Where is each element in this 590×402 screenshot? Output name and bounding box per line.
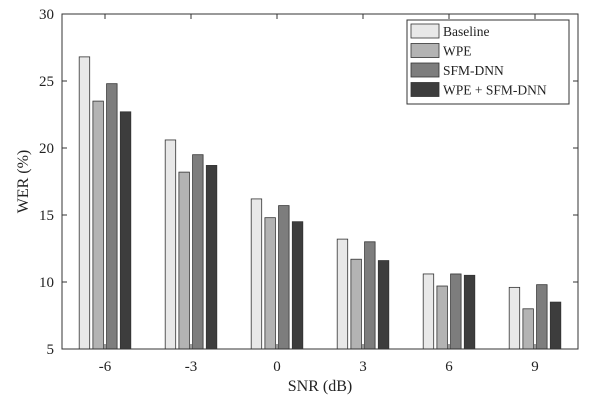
legend-swatch-sfm-dnn <box>410 62 440 78</box>
bar-sfm-dnn--6 <box>106 83 118 350</box>
bar-wpe-6 <box>436 285 448 350</box>
bar-baseline-6 <box>422 273 435 350</box>
y-axis-ticks: 5 10 15 20 25 30 <box>39 7 578 358</box>
y-tick-label: 5 <box>47 342 55 358</box>
bar-sfm-dnn-6 <box>450 273 462 350</box>
y-tick-label: 15 <box>39 208 54 224</box>
x-tick-label: -3 <box>185 359 198 375</box>
legend-label: SFM-DNN <box>443 63 504 78</box>
legend-swatch-wpe-sfm-dnn <box>410 82 440 97</box>
bar-baseline-0 <box>250 198 263 350</box>
legend: Baseline WPE SFM-DNN WPE + SFM-DNN <box>406 19 570 105</box>
legend-label: WPE <box>443 44 472 59</box>
bar-wpe--3 <box>178 171 190 350</box>
bars <box>78 56 562 350</box>
bar-baseline-3 <box>336 238 349 350</box>
y-tick-label: 25 <box>39 74 54 90</box>
bar-wpe-sfm-dnn--6 <box>119 111 132 350</box>
bar-wpe-sfm-dnn-0 <box>291 221 304 350</box>
bar-baseline--3 <box>164 139 177 350</box>
y-axis-label: WER (%) <box>15 150 32 214</box>
bar-sfm-dnn--3 <box>192 154 204 350</box>
y-tick-label: 20 <box>39 141 54 157</box>
bar-wpe-sfm-dnn--3 <box>205 165 218 350</box>
bar-wpe-sfm-dnn-3 <box>377 260 390 350</box>
bar-sfm-dnn-9 <box>536 284 548 350</box>
bar-wpe-9 <box>522 308 534 350</box>
bar-wpe--6 <box>92 100 104 350</box>
x-axis-ticks: -6 -3 0 3 6 9 <box>99 14 539 375</box>
x-tick-label: 6 <box>445 359 453 375</box>
bar-baseline-9 <box>508 286 521 350</box>
legend-swatch-baseline <box>410 23 440 39</box>
y-tick-label: 30 <box>39 7 54 23</box>
x-tick-label: 9 <box>531 359 539 375</box>
bar-wpe-sfm-dnn-9 <box>549 301 562 350</box>
x-tick-label: 3 <box>359 359 367 375</box>
bar-wpe-sfm-dnn-6 <box>463 274 476 350</box>
bar-wpe-0 <box>264 217 276 350</box>
plot-area-frame <box>61 13 579 350</box>
legend-label: Baseline <box>443 24 490 39</box>
legend-swatch-wpe <box>410 43 440 58</box>
x-tick-label: 0 <box>273 359 281 375</box>
bar-baseline--6 <box>78 56 91 350</box>
bar-wpe-3 <box>350 258 362 350</box>
x-axis-label: SNR (dB) <box>288 378 352 395</box>
y-tick-label: 10 <box>39 275 54 291</box>
x-tick-label: -6 <box>99 359 112 375</box>
legend-label: WPE + SFM-DNN <box>443 83 547 98</box>
bar-sfm-dnn-0 <box>278 205 290 350</box>
bar-sfm-dnn-3 <box>364 241 376 350</box>
